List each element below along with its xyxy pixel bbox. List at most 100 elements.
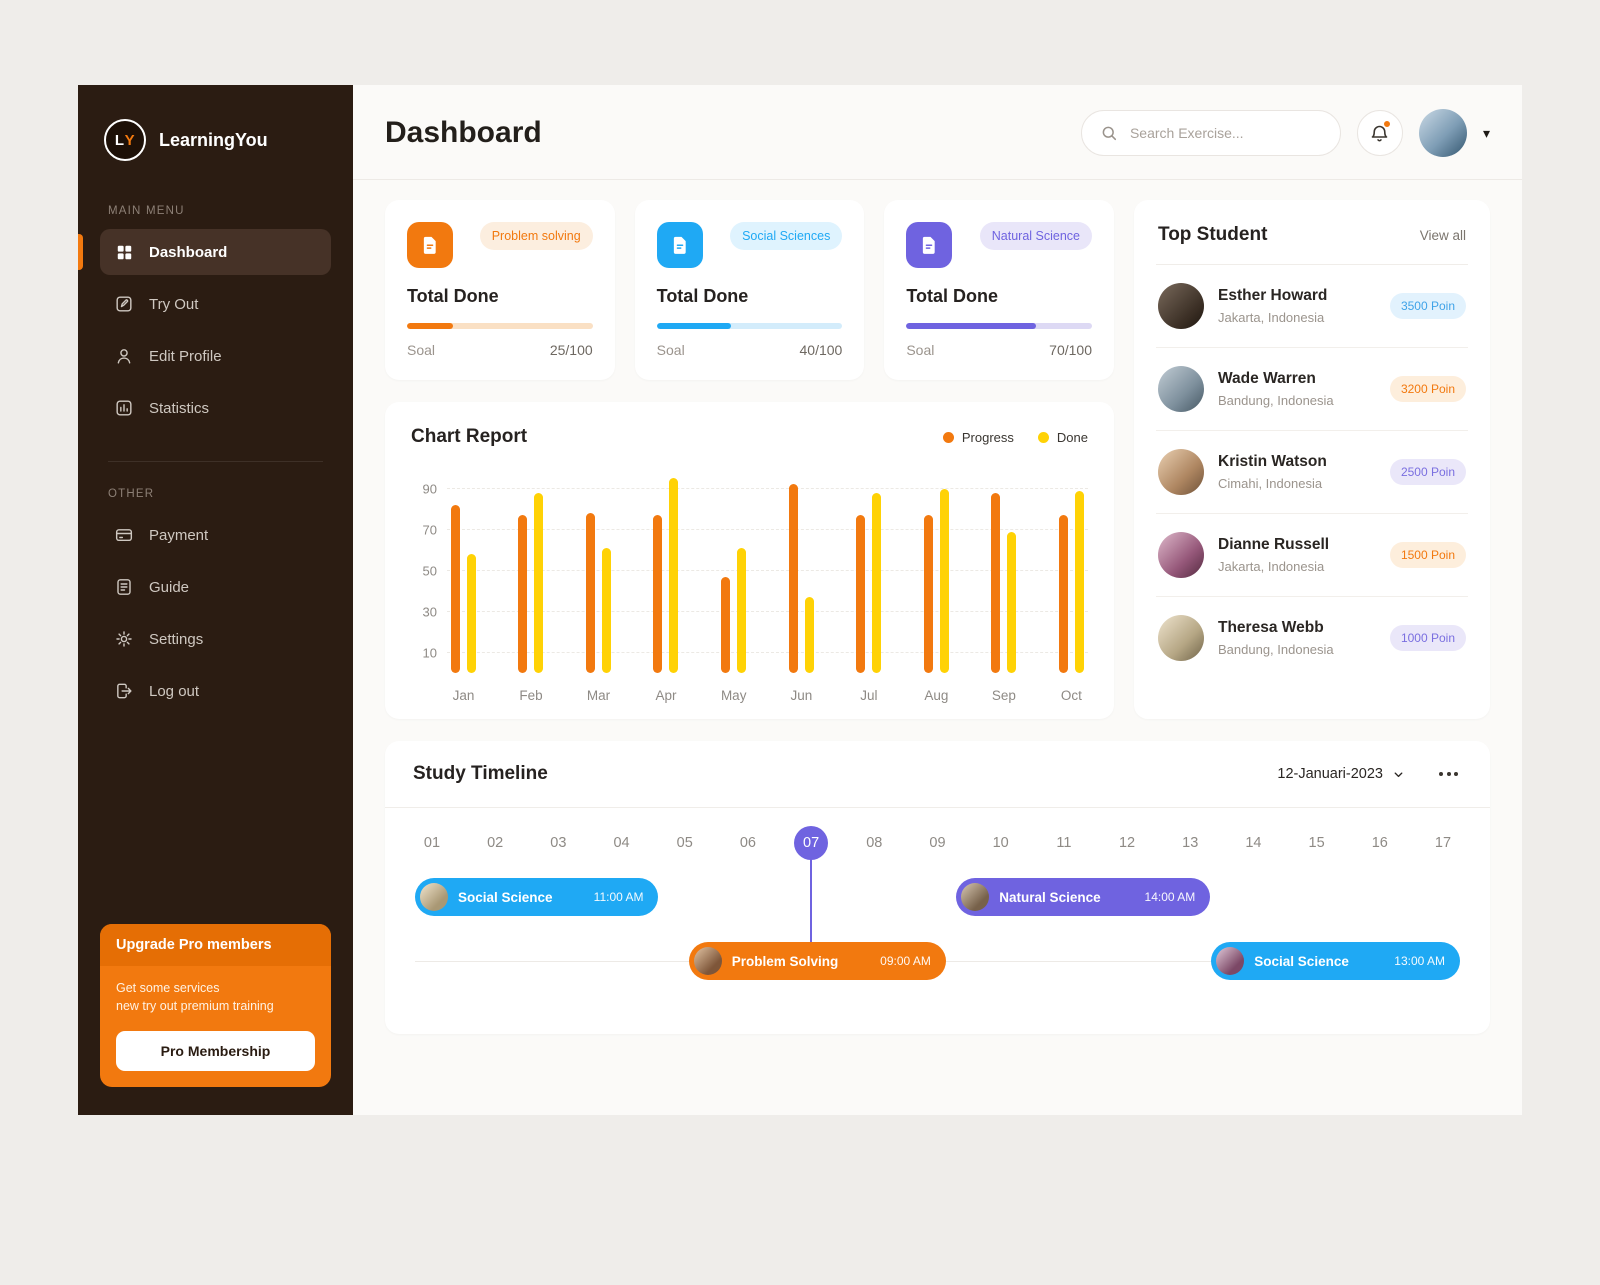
timeline-event-natural-science[interactable]: Natural Science 14:00 AM	[956, 878, 1211, 916]
sidebar-item-log-out[interactable]: Log out	[100, 668, 331, 714]
timeline-day-10[interactable]: 10	[992, 835, 1009, 851]
pencil-square-icon	[114, 294, 134, 314]
bar-group-apr: Apr	[653, 478, 679, 703]
timeline-day-09[interactable]: 09	[929, 835, 946, 851]
student-info: Dianne Russell Jakarta, Indonesia	[1218, 536, 1376, 574]
progress-bar	[1058, 515, 1068, 673]
logo-letter-l: L	[114, 131, 125, 149]
pro-membership-button[interactable]: Pro Membership	[116, 1031, 315, 1071]
search-input[interactable]	[1127, 124, 1322, 142]
date-selector[interactable]: 12-Januari-2023	[1277, 766, 1405, 782]
timeline-event-social-science[interactable]: Social Science 11:00 AM	[415, 878, 659, 916]
sidebar-item-settings[interactable]: Settings	[100, 616, 331, 662]
month-label: Jan	[452, 688, 475, 703]
timeline-day-13[interactable]: 13	[1182, 835, 1199, 851]
profile-dropdown-caret-icon[interactable]: ▾	[1482, 124, 1490, 141]
gridline	[447, 610, 1088, 612]
timeline-day-15[interactable]: 15	[1308, 835, 1325, 851]
student-row-kristin-watson[interactable]: Kristin Watson Cimahi, Indonesia 2500 Poin	[1156, 431, 1468, 514]
timeline-day-11[interactable]: 11	[1056, 835, 1072, 851]
gridline	[447, 528, 1088, 530]
timeline-title: Study Timeline	[413, 763, 548, 784]
timeline-day-06[interactable]: 06	[739, 835, 756, 851]
chart-plot: 10 30 50 70 90 Jan Feb Mar Apr May Jun Jul Aug Sep Oct	[423, 468, 1088, 703]
search-box[interactable]	[1080, 110, 1341, 156]
student-row-esther-howard[interactable]: Esther Howard Jakarta, Indonesia 3500 Poin	[1156, 265, 1468, 348]
event-time: 11:00 AM	[593, 890, 644, 904]
stat-card-bottom: Soal 25/100	[407, 342, 593, 358]
timeline-day-07[interactable]: 07	[794, 826, 829, 860]
stat-cards-row: Problem solving Total Done Soal 25/100 Socia…	[385, 200, 1114, 380]
done-bar	[872, 492, 882, 673]
notification-button[interactable]	[1356, 110, 1403, 156]
upgrade-title: Upgrade Pro members	[100, 923, 331, 966]
progress-bar	[991, 492, 1001, 673]
timeline-day-03[interactable]: 03	[550, 835, 567, 851]
bars	[653, 478, 679, 673]
subject-badge: Problem solving	[479, 222, 593, 250]
soal-value: 40/100	[799, 342, 843, 358]
event-label: Problem Solving	[731, 953, 839, 969]
student-row-theresa-webb[interactable]: Theresa Webb Bandung, Indonesia 1000 Poin	[1156, 597, 1468, 679]
student-row-wade-warren[interactable]: Wade Warren Bandung, Indonesia 3200 Poin	[1156, 348, 1468, 431]
gridline	[447, 569, 1088, 571]
bell-icon	[1372, 125, 1388, 141]
sidebar-item-label: Log out	[149, 682, 200, 700]
dashboard-content: Problem solving Total Done Soal 25/100 Socia…	[353, 180, 1522, 1115]
stat-card-problem-solving: Problem solving Total Done Soal 25/100	[385, 200, 615, 380]
student-name: Kristin Watson	[1218, 453, 1327, 470]
sidebar-item-dashboard[interactable]: Dashboard	[78, 229, 331, 275]
timeline-day-02[interactable]: 02	[487, 835, 504, 851]
timeline-day-04[interactable]: 04	[613, 835, 630, 851]
other-nav: Payment Guide Settings Log out	[100, 512, 331, 714]
sidebar-item-label: Payment	[149, 526, 209, 544]
wallet-icon	[114, 525, 134, 545]
student-row-dianne-russell[interactable]: Dianne Russell Jakarta, Indonesia 1500 Poi…	[1156, 514, 1468, 597]
bar-group-jul: Jul	[856, 492, 882, 703]
progress-bar	[518, 515, 528, 673]
study-timeline-card: Study Timeline 12-Januari-2023 01 02 03 04 0…	[385, 741, 1490, 1034]
chevron-down-icon	[1394, 771, 1403, 777]
timeline-day-08[interactable]: 08	[866, 835, 883, 851]
timeline-day-17[interactable]: 17	[1434, 835, 1452, 851]
sidebar-item-edit-profile[interactable]: Edit Profile	[100, 333, 331, 379]
done-bar	[804, 597, 814, 673]
page-title: Dashboard	[385, 116, 542, 149]
month-label: Apr	[655, 688, 677, 703]
student-name: Theresa Webb	[1218, 619, 1324, 636]
timeline-day-16[interactable]: 16	[1371, 835, 1388, 851]
timeline-day-05[interactable]: 05	[676, 835, 693, 851]
soal-value: 70/100	[1049, 342, 1092, 358]
timeline-event-problem-solving[interactable]: Problem Solving 09:00 AM	[688, 942, 946, 980]
top-header: Dashboard ▾	[353, 85, 1522, 180]
more-options-button[interactable]	[1435, 768, 1462, 780]
timeline-day-01[interactable]: 01	[423, 835, 441, 851]
chart-header: Chart Report Progress Done	[411, 426, 1088, 448]
sidebar-item-payment[interactable]: Payment	[100, 512, 331, 558]
logout-icon	[114, 681, 134, 701]
progress-track	[656, 323, 843, 329]
done-bar	[669, 478, 679, 673]
top-student-header: Top Student View all	[1156, 200, 1468, 265]
user-avatar[interactable]	[1418, 109, 1467, 157]
stat-card-social-sciences: Social Sciences Total Done Soal 40/100	[634, 200, 865, 380]
stat-card-top: Social Sciences	[656, 222, 843, 268]
student-location: Jakarta, Indonesia	[1218, 310, 1325, 325]
soal-label: Soal	[906, 342, 935, 358]
timeline-event-social-science[interactable]: Social Science 13:00 AM	[1211, 942, 1460, 980]
book-icon	[114, 577, 134, 597]
view-all-link[interactable]: View all	[1419, 227, 1466, 243]
legend-dot	[1037, 431, 1049, 443]
progress-track	[407, 323, 593, 329]
event-label: Social Science	[458, 889, 553, 905]
timeline-day-14[interactable]: 14	[1245, 835, 1262, 851]
timeline-body: 01 02 03 04 05 06 07 08 09 10 11 12 13 14 15 16 17 Socia…	[385, 808, 1490, 1034]
sidebar-item-guide[interactable]: Guide	[100, 564, 331, 610]
student-avatar	[1158, 283, 1204, 329]
timeline-day-12[interactable]: 12	[1118, 835, 1136, 851]
sidebar-item-statistics[interactable]: Statistics	[100, 385, 331, 431]
done-bar	[1007, 531, 1017, 673]
sidebar-item-try-out[interactable]: Try Out	[100, 281, 331, 327]
student-avatar	[1158, 366, 1204, 412]
